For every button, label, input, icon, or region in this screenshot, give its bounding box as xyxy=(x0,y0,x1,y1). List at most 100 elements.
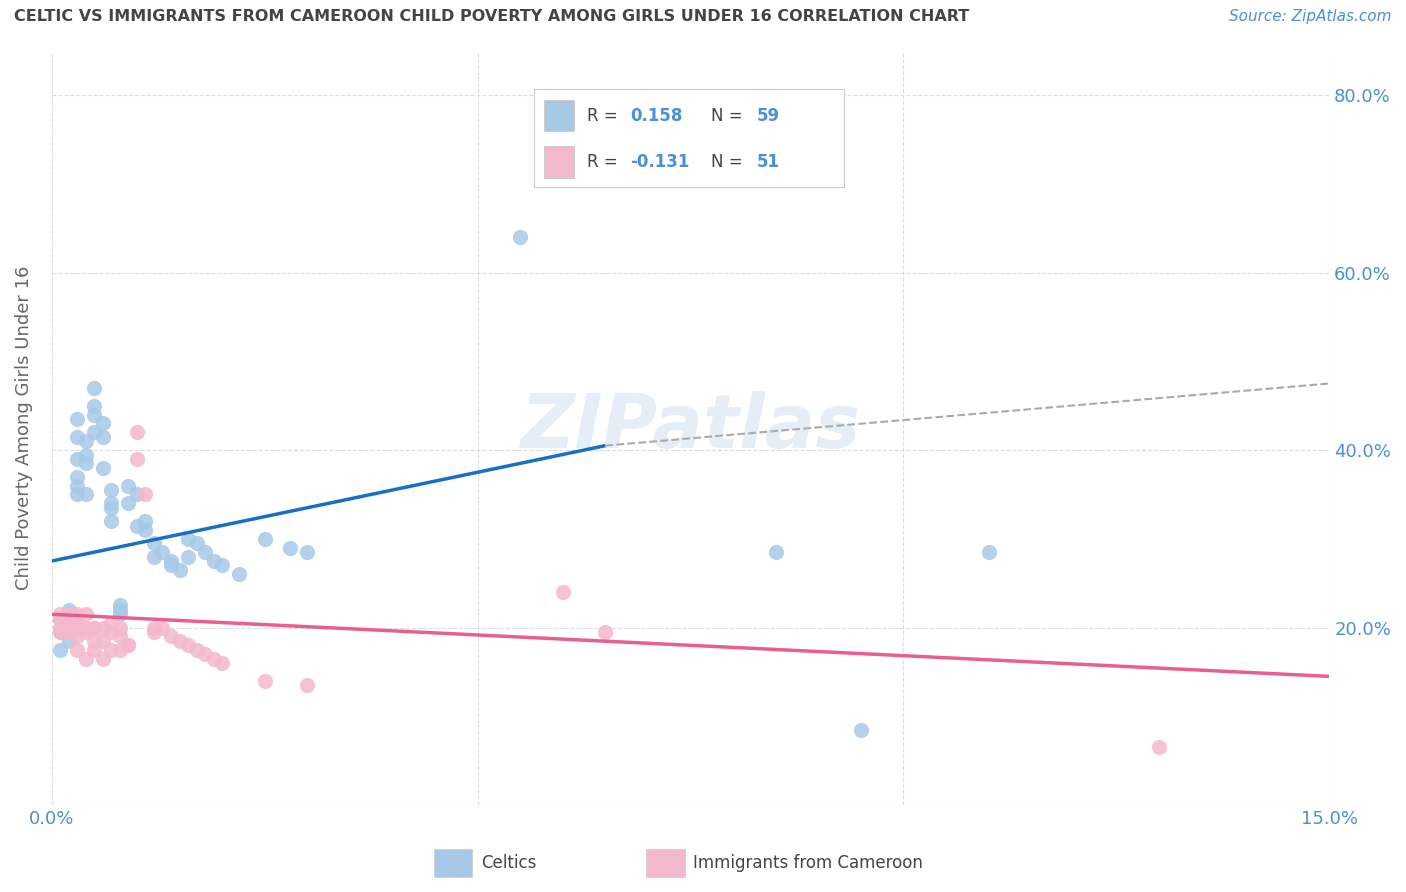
Point xyxy=(108,630,131,644)
Point xyxy=(100,642,122,657)
Point xyxy=(83,642,105,657)
Point xyxy=(83,399,105,413)
Point xyxy=(91,417,114,431)
Text: Source: ZipAtlas.com: Source: ZipAtlas.com xyxy=(1229,9,1392,24)
Point xyxy=(91,633,114,648)
Point xyxy=(1147,740,1170,755)
Point xyxy=(228,567,250,582)
Point xyxy=(278,541,301,555)
Point xyxy=(152,545,174,559)
Point xyxy=(58,621,80,635)
Point xyxy=(66,630,89,644)
Point xyxy=(66,478,89,492)
Point xyxy=(83,621,105,635)
Point xyxy=(160,554,183,568)
Point xyxy=(58,616,80,631)
Point xyxy=(58,607,80,622)
Point xyxy=(125,487,148,501)
Point xyxy=(551,132,574,146)
FancyBboxPatch shape xyxy=(544,146,575,178)
Point xyxy=(297,545,319,559)
Point xyxy=(108,603,131,617)
Text: N =: N = xyxy=(710,107,748,125)
Point xyxy=(49,625,72,640)
Text: Immigrants from Cameroon: Immigrants from Cameroon xyxy=(693,854,924,872)
Point xyxy=(125,452,148,467)
Point xyxy=(253,532,276,546)
FancyBboxPatch shape xyxy=(544,100,575,131)
Point xyxy=(186,642,208,657)
Point xyxy=(66,452,89,467)
Point xyxy=(91,621,114,635)
Text: Celtics: Celtics xyxy=(481,854,536,872)
Point xyxy=(253,673,276,688)
Point xyxy=(152,621,174,635)
Point xyxy=(125,425,148,440)
Text: 51: 51 xyxy=(756,153,780,170)
Point xyxy=(58,616,80,631)
Point xyxy=(49,625,72,640)
Point xyxy=(177,549,200,564)
Point xyxy=(595,625,617,640)
Point xyxy=(75,434,97,449)
Point xyxy=(100,625,122,640)
Point xyxy=(211,656,233,670)
Point xyxy=(142,536,165,550)
Point xyxy=(75,651,97,665)
Point xyxy=(75,487,97,501)
Point xyxy=(49,621,72,635)
Point xyxy=(58,603,80,617)
Point xyxy=(134,523,156,537)
Point xyxy=(142,621,165,635)
Point xyxy=(551,585,574,599)
Point xyxy=(186,536,208,550)
Point xyxy=(49,612,72,626)
Point xyxy=(202,554,225,568)
Point xyxy=(117,638,139,652)
Point xyxy=(297,678,319,692)
Point xyxy=(83,408,105,422)
Point xyxy=(100,500,122,515)
Point xyxy=(75,621,97,635)
Text: N =: N = xyxy=(710,153,748,170)
Text: R =: R = xyxy=(586,153,623,170)
Point xyxy=(58,607,80,622)
Point xyxy=(509,230,531,244)
Y-axis label: Child Poverty Among Girls Under 16: Child Poverty Among Girls Under 16 xyxy=(15,266,32,591)
Point xyxy=(58,607,80,622)
Text: 0.158: 0.158 xyxy=(630,107,682,125)
Point xyxy=(83,633,105,648)
Point xyxy=(108,607,131,622)
Point xyxy=(108,621,131,635)
FancyBboxPatch shape xyxy=(647,849,685,877)
Point xyxy=(58,621,80,635)
Point xyxy=(75,456,97,470)
Point xyxy=(83,621,105,635)
Point xyxy=(58,633,80,648)
Point xyxy=(169,633,191,648)
Point xyxy=(49,607,72,622)
Point xyxy=(117,478,139,492)
Point xyxy=(142,625,165,640)
Point xyxy=(66,621,89,635)
Point xyxy=(100,483,122,497)
Point xyxy=(66,612,89,626)
Text: R =: R = xyxy=(586,107,623,125)
Point xyxy=(100,496,122,510)
Point xyxy=(117,496,139,510)
Point xyxy=(75,607,97,622)
Point xyxy=(83,381,105,395)
Point xyxy=(66,469,89,483)
Point xyxy=(58,625,80,640)
Text: 59: 59 xyxy=(756,107,780,125)
Point xyxy=(100,514,122,528)
Point xyxy=(160,630,183,644)
Point xyxy=(177,638,200,652)
Point xyxy=(765,545,787,559)
Point xyxy=(66,412,89,426)
Point xyxy=(66,487,89,501)
Text: CELTIC VS IMMIGRANTS FROM CAMEROON CHILD POVERTY AMONG GIRLS UNDER 16 CORRELATIO: CELTIC VS IMMIGRANTS FROM CAMEROON CHILD… xyxy=(14,9,969,24)
Point xyxy=(202,651,225,665)
Point xyxy=(75,625,97,640)
Point xyxy=(142,549,165,564)
